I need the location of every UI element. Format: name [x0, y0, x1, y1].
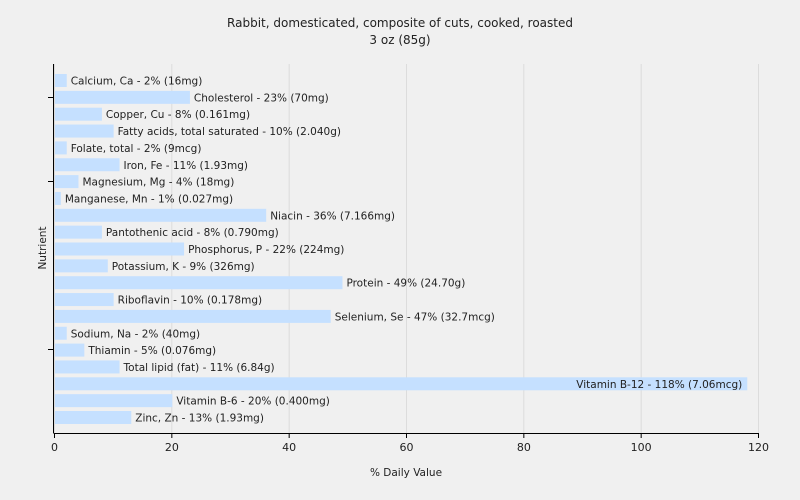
bar: [55, 309, 331, 323]
x-tick-label: 20: [165, 441, 179, 454]
bar: [55, 343, 85, 357]
bar: [55, 360, 120, 374]
chart-title: Rabbit, domesticated, composite of cuts,…: [227, 16, 573, 30]
bar: [55, 259, 108, 273]
bar-label: Protein - 49% (24.70g): [346, 278, 465, 290]
bar-label: Pantothenic acid - 8% (0.790mg): [106, 227, 279, 239]
bar: [55, 107, 102, 121]
bar-label: Cholesterol - 23% (70mg): [194, 92, 329, 104]
x-tick-label: 80: [517, 441, 531, 454]
bar: [55, 411, 132, 424]
bar-label: Niacin - 36% (7.166mg): [270, 210, 395, 222]
bar: [55, 74, 67, 87]
bar-label: Potassium, K - 9% (326mg): [112, 261, 255, 273]
bar: [55, 293, 114, 307]
x-tick-label: 100: [631, 441, 652, 454]
bar-label: Riboflavin - 10% (0.178mg): [118, 295, 262, 307]
bar-label: Thiamin - 5% (0.076mg): [87, 345, 216, 357]
bar-label: Folate, total - 2% (9mcg): [71, 143, 202, 155]
bar-label: Selenium, Se - 47% (32.7mcg): [335, 311, 495, 323]
bar: [55, 394, 173, 408]
bar: [55, 141, 67, 155]
bar-label: Iron, Fe - 11% (1.93mg): [124, 160, 248, 172]
x-tick-label: 120: [748, 441, 769, 454]
bar: [55, 158, 120, 172]
bar: [55, 124, 114, 138]
bar: [55, 175, 79, 189]
bar-label: Fatty acids, total saturated - 10% (2.04…: [118, 126, 341, 138]
bar: [55, 377, 748, 391]
bar: [55, 326, 67, 340]
bars: Calcium, Ca - 2% (16mg) Cholesterol - 23%…: [55, 74, 748, 425]
bar-label: Vitamin B-6 - 20% (0.400mg): [176, 396, 330, 408]
bar: [55, 276, 343, 290]
x-axis-title: % Daily Value: [370, 467, 442, 479]
bar-label: Calcium, Ca - 2% (16mg): [71, 76, 203, 88]
bar-label: Phosphorus, P - 22% (224mg): [188, 244, 344, 256]
bar: [55, 242, 185, 256]
bar: [55, 90, 190, 104]
bar: [55, 191, 61, 205]
bar: [55, 225, 102, 239]
bar-label: Sodium, Na - 2% (40mg): [71, 328, 200, 340]
axes: 0 20 40 60 80 100 120: [48, 64, 769, 454]
bar: [55, 208, 267, 222]
gridlines: [54, 64, 759, 433]
bar-label: Manganese, Mn - 1% (0.027mg): [65, 193, 233, 205]
bar-label: Vitamin B-12 - 118% (7.06mcg): [576, 379, 742, 391]
x-tick-label: 0: [51, 441, 58, 454]
x-tick-label: 40: [282, 441, 296, 454]
y-axis-title: Nutrient: [37, 226, 49, 269]
bar-label: Total lipid (fat) - 11% (6.84g): [123, 362, 275, 374]
chart-subtitle: 3 oz (85g): [369, 33, 430, 47]
bar-label: Copper, Cu - 8% (0.161mg): [106, 109, 250, 121]
bar-label: Magnesium, Mg - 4% (18mg): [82, 177, 234, 189]
bar-label: Zinc, Zn - 13% (1.93mg): [135, 413, 264, 425]
x-tick-label: 60: [400, 441, 414, 454]
